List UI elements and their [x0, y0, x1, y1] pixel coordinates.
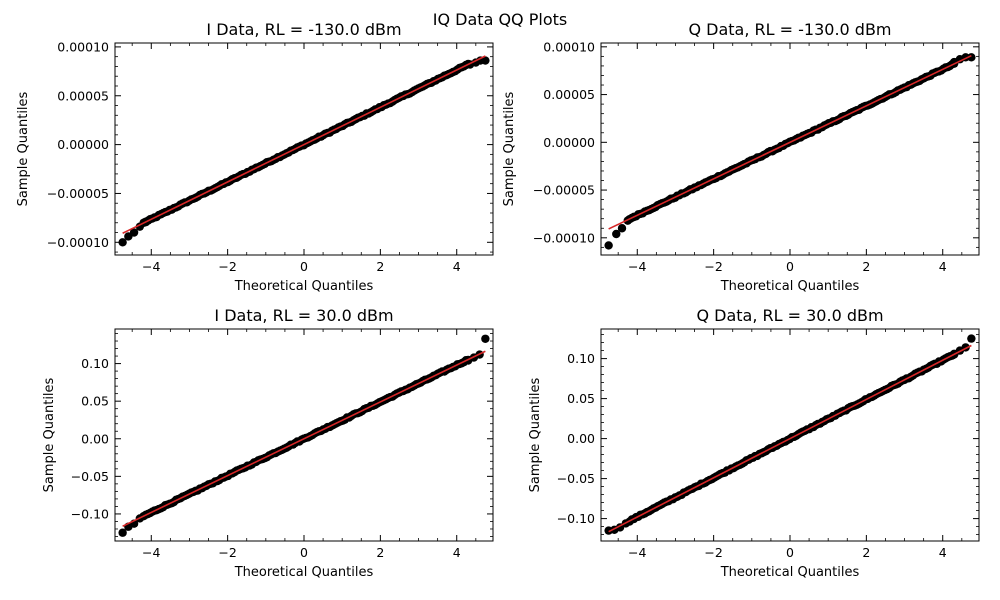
qq-point [967, 334, 976, 343]
y-tick-label: −0.10 [71, 506, 109, 521]
x-tick-label: 0 [786, 259, 794, 274]
subplot-4: Q Data, RL = 30.0 dBm Theoretical Quantil… [528, 306, 980, 580]
x-tick-label: 2 [376, 259, 384, 274]
x-tick-label: 2 [862, 545, 870, 560]
x-tick-label: 0 [300, 259, 308, 274]
x-tick-label: −4 [142, 545, 160, 560]
y-tick-label: 0.00005 [543, 87, 595, 102]
qq-point [118, 528, 127, 537]
y-tick-label: −0.00005 [47, 186, 109, 201]
qq-point [967, 53, 976, 62]
y-tick-label: 0.00 [567, 431, 595, 446]
y-tick-label: 0.10 [567, 351, 595, 366]
x-tick-label: 2 [376, 545, 384, 560]
x-axis-label: Theoretical Quantiles [720, 565, 860, 580]
x-tick-label: 2 [862, 259, 870, 274]
qq-point [612, 229, 621, 239]
y-tick-label: 0.00010 [543, 39, 595, 54]
sample-points [604, 53, 976, 250]
qq-point [481, 56, 490, 65]
y-tick-label: 0.00 [81, 431, 109, 446]
x-tick-label: 4 [939, 545, 947, 560]
sample-points [118, 334, 490, 537]
reference-line [608, 54, 972, 230]
subplot-2: Q Data, RL = -130.0 dBm Theoretical Quant… [502, 20, 980, 294]
y-tick-label: 0.00010 [57, 39, 109, 54]
x-tick-label: 4 [939, 259, 947, 274]
y-tick-label: 0.05 [81, 394, 109, 409]
x-axis-label: Theoretical Quantiles [720, 279, 860, 294]
sample-points [118, 56, 490, 247]
y-tick-label: −0.00010 [533, 230, 595, 245]
y-tick-label: 0.00005 [57, 88, 109, 103]
figure-suptitle: IQ Data QQ Plots [433, 10, 567, 29]
subplot-1: I Data, RL = -130.0 dBm Theoretical Quant… [16, 20, 494, 294]
x-tick-label: −2 [704, 259, 722, 274]
subplot-title: I Data, RL = -130.0 dBm [206, 20, 401, 39]
x-axis-label: Theoretical Quantiles [234, 565, 374, 580]
subplot-title: Q Data, RL = 30.0 dBm [696, 306, 883, 325]
y-axis-label: Sample Quantiles [528, 377, 543, 492]
qq-point [481, 334, 490, 343]
x-axis-label: Theoretical Quantiles [234, 279, 374, 294]
qq-point [617, 224, 627, 233]
qq-point [604, 241, 613, 250]
subplot-grid: I Data, RL = -130.0 dBm Theoretical Quant… [16, 20, 980, 580]
x-tick-label: 0 [300, 545, 308, 560]
x-tick-label: −4 [628, 545, 646, 560]
subplot-title: I Data, RL = 30.0 dBm [214, 306, 393, 325]
y-tick-label: −0.05 [71, 469, 109, 484]
x-tick-label: −4 [142, 259, 160, 274]
x-tick-label: 4 [453, 545, 461, 560]
y-tick-label: −0.05 [557, 471, 595, 486]
y-tick-label: −0.10 [557, 511, 595, 526]
y-axis-label: Sample Quantiles [42, 377, 57, 492]
y-tick-label: 0.05 [567, 391, 595, 406]
qq-point [118, 238, 127, 247]
x-tick-label: −2 [704, 545, 722, 560]
x-tick-label: −2 [218, 259, 236, 274]
y-tick-label: −0.00005 [533, 183, 595, 198]
y-axis-label: Sample Quantiles [502, 91, 517, 206]
x-tick-label: −4 [628, 259, 646, 274]
reference-line [122, 350, 486, 527]
x-tick-label: −2 [218, 545, 236, 560]
reference-line [122, 55, 486, 234]
subplot-3: I Data, RL = 30.0 dBm Theoretical Quantil… [42, 306, 494, 580]
subplot-title: Q Data, RL = -130.0 dBm [688, 20, 891, 39]
y-tick-label: 0.10 [81, 356, 109, 371]
x-tick-label: 4 [453, 259, 461, 274]
y-tick-label: 0.00000 [543, 135, 595, 150]
reference-line [608, 344, 972, 533]
y-axis-label: Sample Quantiles [16, 91, 31, 206]
y-tick-label: 0.00000 [57, 137, 109, 152]
x-tick-label: 0 [786, 545, 794, 560]
y-tick-label: −0.00010 [47, 235, 109, 250]
qq-point [129, 228, 139, 237]
